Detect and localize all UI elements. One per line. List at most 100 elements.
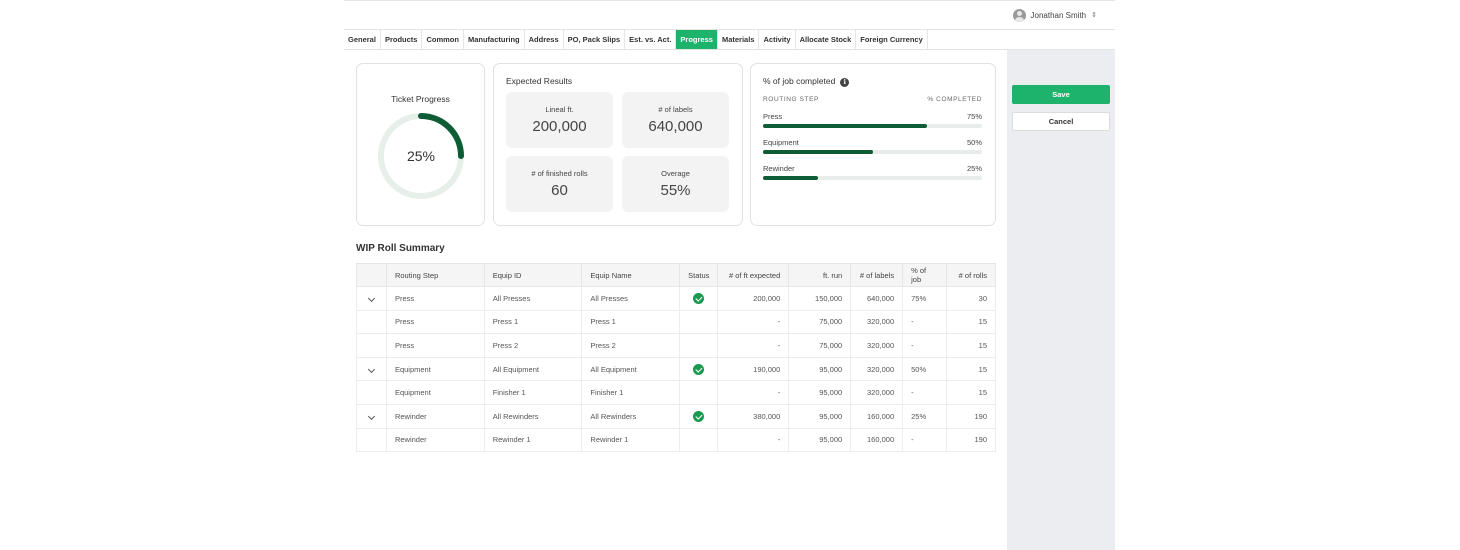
cancel-button[interactable]: Cancel	[1012, 112, 1110, 131]
stat-label: # of finished rolls	[531, 169, 588, 178]
routing-step-cell: Rewinder	[385, 403, 485, 429]
save-button[interactable]: Save	[1012, 85, 1110, 104]
routing-step-cell: Press	[385, 309, 485, 335]
equip-name-cell: Press 1	[581, 309, 681, 335]
tab-po-pack-slips[interactable]: PO, Pack Slips	[564, 30, 626, 49]
tab-foreign-currency[interactable]: Foreign Currency	[856, 30, 928, 49]
rolls-cell: 190	[946, 403, 996, 429]
column-header[interactable]: # of rolls	[946, 263, 996, 287]
column-header[interactable]: % of job	[902, 263, 948, 287]
table-row: Press Press 1 Press 1-75,000 320,000-15	[356, 309, 996, 335]
stat-labels: # of labels 640,000	[622, 92, 729, 148]
rolls-cell: 15	[946, 309, 996, 335]
routing-step-cell: Press	[385, 286, 485, 311]
status-cell	[679, 427, 719, 453]
table-row: Equipment Finisher 1 Finisher 1-95,000 320,…	[356, 380, 996, 405]
check-circle-icon	[693, 363, 705, 375]
status-cell	[679, 403, 719, 429]
ticket-progress-title: Ticket Progress	[391, 94, 450, 104]
info-icon[interactable]: i	[840, 78, 850, 87]
rolls-cell: 15	[946, 333, 996, 358]
labels-cell: 320,000	[850, 380, 904, 405]
app-window: Jonathan Smith ⇕ General Products Common Ma…	[344, 0, 1115, 550]
expand-cell[interactable]	[356, 356, 387, 382]
tab-common[interactable]: Common	[422, 30, 464, 49]
labels-cell: 320,000	[850, 309, 904, 335]
tab-activity[interactable]: Activity	[759, 30, 796, 49]
tab-materials[interactable]: Materials	[718, 30, 760, 49]
step-name: Equipment	[763, 138, 799, 147]
progress-bar-fill	[763, 150, 873, 154]
progress-row-press: Press 75%	[763, 112, 982, 132]
ft-expected-cell: 190,000	[717, 356, 790, 382]
progress-bar-track	[763, 124, 982, 128]
progress-bar-track	[763, 150, 982, 154]
pct-job-cell: 50%	[902, 356, 948, 382]
routing-step-header: ROUTING STEP	[763, 96, 819, 103]
routing-step-cell: Equipment	[385, 356, 485, 382]
labels-cell: 160,000	[850, 427, 904, 453]
user-menu[interactable]: Jonathan Smith ⇕	[1012, 8, 1097, 22]
table-row[interactable]: Equipment All Equipment All Equipment 190,0…	[356, 356, 996, 382]
chevron-down-icon[interactable]	[367, 294, 376, 302]
pct-completed-header: % COMPLETED	[927, 96, 982, 103]
expand-cell[interactable]	[356, 286, 387, 311]
ticket-progress-donut	[378, 113, 464, 199]
top-divider	[344, 0, 1115, 1]
column-header[interactable]: Equip ID	[483, 263, 583, 287]
tab-manufacturing[interactable]: Manufacturing	[464, 30, 525, 49]
column-header[interactable]: ft. run	[788, 263, 852, 287]
equip-name-cell: Press 2	[581, 333, 681, 358]
stat-value: 55%	[660, 182, 691, 199]
expected-results-card: Expected Results Lineal ft. 200,000 # of…	[493, 63, 743, 226]
status-cell	[679, 356, 719, 382]
action-panel: Save Cancel	[1007, 50, 1115, 550]
ft-run-cell: 150,000	[788, 286, 852, 311]
chevron-down-icon[interactable]	[367, 412, 376, 420]
tab-est-vs-act[interactable]: Est. vs. Act.	[625, 30, 677, 49]
step-percent: 75%	[966, 112, 982, 121]
pct-job-cell: -	[902, 309, 948, 335]
job-completed-card: % of job completed i ROUTING STEP % COMPL…	[750, 63, 996, 226]
check-circle-icon	[693, 292, 705, 304]
progress-row-equipment: Equipment 50%	[763, 138, 982, 158]
column-header[interactable]: # of labels	[850, 263, 904, 287]
tab-products[interactable]: Products	[381, 30, 423, 49]
pct-job-cell: 75%	[902, 286, 948, 311]
expand-cell	[356, 309, 387, 335]
chevron-down-icon[interactable]	[367, 365, 376, 373]
wip-roll-table: Routing Step Equip ID Equip Name Status …	[356, 263, 996, 453]
step-name: Press	[763, 112, 783, 121]
tab-allocate-stock[interactable]: Allocate Stock	[796, 30, 857, 49]
column-header[interactable]: Routing Step	[385, 263, 485, 287]
equip-id-cell: Rewinder 1	[483, 427, 583, 453]
tab-progress[interactable]: Progress	[676, 30, 718, 49]
column-header[interactable]: # of ft expected	[717, 263, 790, 287]
progress-bar-fill	[763, 176, 818, 180]
ft-run-cell: 75,000	[788, 333, 852, 358]
equip-id-cell: All Equipment	[483, 356, 583, 382]
table-row: Press Press 2 Press 2-75,000 320,000-15	[356, 333, 996, 358]
stat-label: Lineal ft.	[545, 105, 574, 114]
equip-id-cell: Press 2	[483, 333, 583, 358]
tab-address[interactable]: Address	[525, 30, 564, 49]
ft-run-cell: 75,000	[788, 309, 852, 335]
rolls-cell: 15	[946, 356, 996, 382]
table-row[interactable]: Rewinder All Rewinders All Rewinders 380,00…	[356, 403, 996, 429]
stat-label: # of labels	[658, 105, 693, 114]
equip-name-cell: All Rewinders	[581, 403, 681, 429]
column-header[interactable]: Status	[679, 263, 719, 287]
expand-column-header	[356, 263, 387, 287]
column-header[interactable]: Equip Name	[581, 263, 681, 287]
equip-id-cell: All Presses	[483, 286, 583, 311]
tab-bar: General Products Common Manufacturing Addres…	[344, 29, 1115, 50]
ft-run-cell: 95,000	[788, 380, 852, 405]
expand-cell[interactable]	[356, 403, 387, 429]
stat-value: 200,000	[532, 118, 587, 135]
progress-bar-fill	[763, 124, 928, 128]
tab-general[interactable]: General	[344, 30, 381, 49]
table-row[interactable]: Press All Presses All Presses 200,000 150,00…	[356, 286, 996, 311]
wip-section-title: WIP Roll Summary	[356, 243, 445, 254]
stat-overage: Overage 55%	[622, 156, 729, 212]
expand-cell	[356, 333, 387, 358]
